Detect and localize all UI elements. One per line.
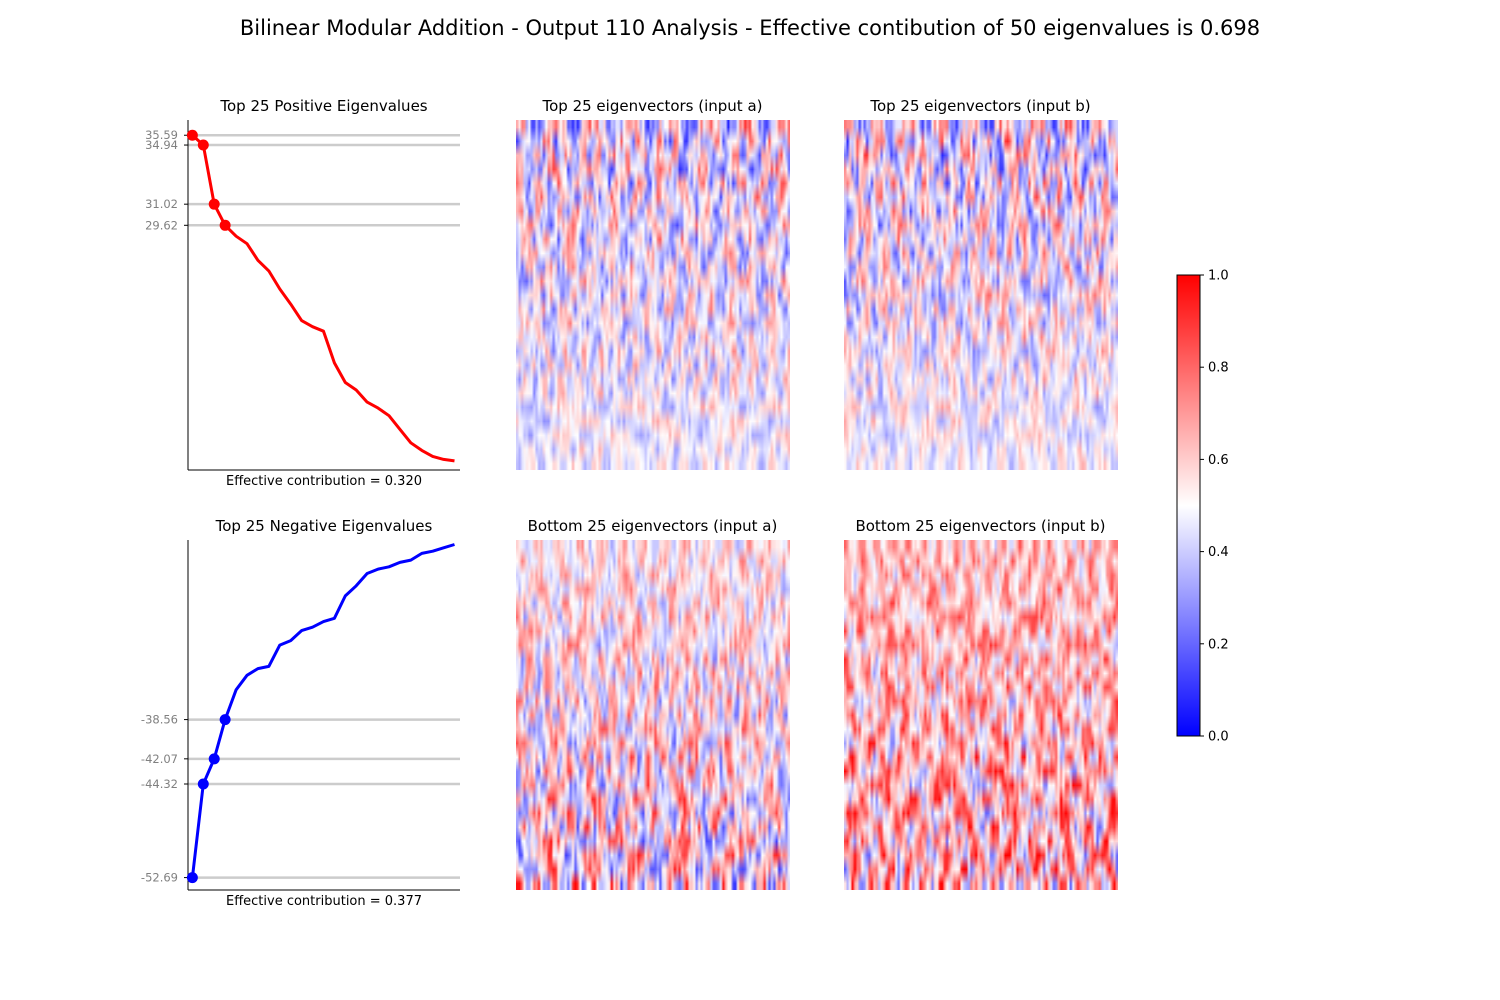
colorbar: 0.0 0.2 0.4 0.6 0.8 1.0 <box>1176 269 1229 745</box>
positive-ytick-label: 34.94 <box>145 138 178 152</box>
positive-point-marker <box>219 219 231 231</box>
bottom-eigenvectors-a-title: Bottom 25 eigenvectors (input a) <box>527 517 778 535</box>
negative-eigenvalues-plot: -38.56 -42.07 -44.32 -52.69 <box>141 540 460 891</box>
negative-ytick-label: -44.32 <box>141 777 178 791</box>
negative-eigenvalues-title: Top 25 Negative Eigenvalues <box>215 517 433 535</box>
positive-ytick-label: 31.02 <box>145 197 178 211</box>
colorbar-tick-label: 0.6 <box>1208 453 1229 468</box>
colorbar-gradient <box>1176 274 1201 737</box>
negative-ytick-label: -38.56 <box>141 713 178 727</box>
bottom-eigenvectors-a-heatmap <box>516 540 790 890</box>
top-eigenvectors-a-heatmap <box>516 120 790 470</box>
colorbar-tick-label: 1.0 <box>1208 269 1229 284</box>
positive-ytick-label: 35.59 <box>145 128 178 142</box>
positive-eigenvalues-title: Top 25 Positive Eigenvalues <box>220 97 428 115</box>
positive-contribution-label: Effective contribution = 0.320 <box>225 474 422 489</box>
colorbar-tick-label: 0.0 <box>1208 730 1229 745</box>
negative-ytick-label: -42.07 <box>141 752 178 766</box>
positive-point-marker <box>208 198 220 210</box>
negative-point-marker <box>208 753 220 765</box>
negative-series-line <box>190 543 455 878</box>
negative-point-marker <box>219 714 231 726</box>
top-eigenvectors-b-title: Top 25 eigenvectors (input b) <box>870 97 1091 115</box>
positive-point-marker <box>186 129 198 141</box>
positive-ytick-label: 29.62 <box>145 218 178 232</box>
top-eigenvectors-a-title: Top 25 eigenvectors (input a) <box>542 97 763 115</box>
colorbar-tick-label: 0.4 <box>1208 545 1229 560</box>
figure-title: Bilinear Modular Addition - Output 110 A… <box>239 16 1261 40</box>
negative-ytick-label: -52.69 <box>141 871 178 885</box>
positive-series-line <box>191 134 455 463</box>
colorbar-tick-label: 0.2 <box>1208 637 1229 652</box>
positive-point-marker <box>197 139 209 151</box>
negative-contribution-label: Effective contribution = 0.377 <box>225 894 422 909</box>
colorbar-tick-label: 0.8 <box>1208 361 1229 376</box>
bottom-eigenvectors-b-title: Bottom 25 eigenvectors (input b) <box>855 517 1106 535</box>
bottom-eigenvectors-b-heatmap <box>844 540 1118 890</box>
negative-point-marker <box>197 778 209 790</box>
negative-point-marker <box>186 872 198 884</box>
top-eigenvectors-b-heatmap <box>844 120 1118 470</box>
